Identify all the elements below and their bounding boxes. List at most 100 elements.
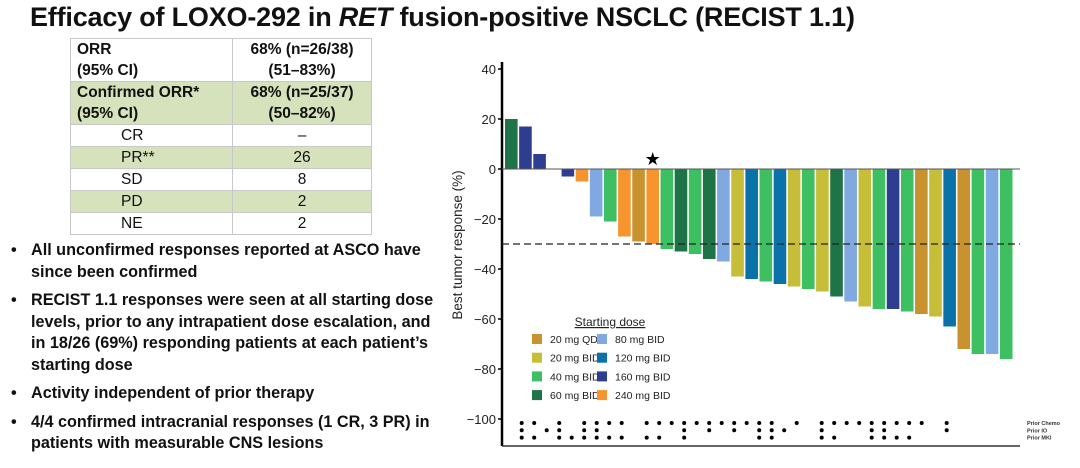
bar [801, 169, 815, 289]
legend-label: 40 mg BID [550, 371, 600, 383]
bar [858, 169, 872, 307]
bar [745, 169, 758, 279]
prior-therapy-label: Prior MKI [1027, 436, 1052, 442]
prior-therapy-dot [944, 421, 949, 425]
slide-title: Efficacy of LOXO-292 in RET fusion-posit… [30, 2, 855, 33]
bar [773, 169, 787, 284]
prior-therapy-dot [544, 428, 549, 433]
bar [872, 169, 886, 309]
bar [505, 119, 518, 169]
prior-therapy-dot [894, 421, 899, 425]
prior-therapy-dot [594, 421, 599, 425]
prior-therapy-dot [769, 428, 774, 433]
bar [929, 169, 942, 317]
y-tick-label: −100 [467, 412, 496, 427]
bar [731, 169, 744, 277]
title-text: Efficacy of LOXO-292 in [30, 2, 339, 32]
bar [632, 169, 645, 242]
prior-therapy-dot [707, 421, 712, 425]
bar [886, 169, 900, 309]
prior-therapy-dot [869, 421, 874, 425]
prior-therapy-dot [882, 428, 887, 433]
bar [533, 154, 546, 169]
legend-swatch [597, 334, 607, 344]
prior-therapy-dot [707, 428, 712, 433]
prior-therapy-dot [769, 435, 774, 440]
bar [900, 169, 914, 312]
prior-therapy-dot [657, 421, 662, 425]
prior-therapy-dot [569, 435, 574, 440]
bar [999, 169, 1013, 359]
bar [971, 169, 985, 354]
bar [688, 169, 702, 254]
prior-therapy-dot [782, 428, 787, 433]
prior-therapy-dot [882, 435, 887, 440]
bullet-item: RECIST 1.1 responses were seen at all st… [8, 290, 448, 376]
legend-label: 120 mg BID [615, 353, 671, 365]
prior-therapy-dot [682, 421, 687, 425]
bar [985, 169, 999, 354]
prior-therapy-dot [607, 435, 612, 440]
bar [519, 126, 532, 169]
prior-therapy-dot [757, 421, 762, 425]
legend-label: 80 mg BID [615, 334, 665, 346]
response-table: ORR (95% CI) 68% (n=26/38) (51–83%) Confirm… [69, 38, 372, 235]
prior-therapy-dot [757, 435, 762, 440]
prior-therapy-dot [582, 428, 587, 433]
star-icon: ★ [645, 149, 661, 169]
prior-therapy-dot [657, 435, 662, 440]
prior-therapy-dot [619, 435, 624, 440]
prior-therapy-dot [607, 421, 612, 425]
prior-therapy-dot [869, 435, 874, 440]
bar [830, 169, 843, 297]
prior-therapy-dot [557, 428, 562, 433]
legend-swatch [532, 371, 542, 382]
legend-swatch [532, 334, 542, 344]
bar [702, 169, 716, 259]
prior-therapy-dot [769, 421, 774, 425]
prior-therapy-dot [907, 421, 912, 425]
row-label: Confirmed ORR* (95% CI) [69, 81, 234, 125]
legend-swatch [597, 371, 607, 382]
prior-therapy-dot [682, 435, 687, 440]
prior-therapy-dot [532, 435, 537, 440]
prior-therapy-dot [832, 421, 837, 425]
prior-therapy-dot [882, 421, 887, 425]
prior-therapy-dot [519, 428, 524, 433]
legend-swatch [532, 352, 542, 363]
prior-therapy-dot [682, 428, 687, 433]
y-tick-label: −40 [474, 262, 496, 277]
title-text-end: fusion-positive NSCLC (RECIST 1.1) [392, 2, 855, 32]
bar [816, 169, 829, 292]
legend-swatch [532, 390, 542, 401]
prior-therapy-dot [757, 428, 762, 433]
row-label: NE [69, 212, 234, 235]
bar [844, 169, 857, 302]
prior-therapy-dot [619, 421, 624, 425]
prior-therapy-dot [519, 421, 524, 425]
bullet-list: All unconfirmed responses reported at AS… [8, 240, 448, 462]
y-tick-label: −20 [474, 212, 496, 227]
bullet-item: All unconfirmed responses reported at AS… [8, 240, 448, 283]
prior-therapy-dot [844, 421, 849, 425]
y-tick-label: 20 [482, 112, 496, 127]
bar [943, 169, 956, 327]
prior-therapy-dot [732, 421, 737, 425]
prior-therapy-dot [694, 421, 699, 425]
bar [646, 169, 659, 244]
prior-therapy-dot [669, 421, 674, 425]
bullet-item: 4/4 confirmed intracranial responses (1 … [8, 412, 448, 455]
prior-therapy-label: Prior Chemo [1027, 421, 1061, 427]
prior-therapy-dot [907, 435, 912, 440]
legend-label: 240 mg BID [615, 390, 671, 402]
prior-therapy-dot [644, 435, 649, 440]
prior-therapy-dot [732, 428, 737, 433]
prior-therapy-dot [582, 435, 587, 440]
y-tick-label: −60 [474, 312, 496, 327]
bar [787, 169, 801, 287]
prior-therapy-dot [744, 421, 749, 425]
title-italic: RET [338, 2, 393, 32]
prior-therapy-dot [582, 421, 587, 425]
prior-therapy-dot [944, 428, 949, 433]
